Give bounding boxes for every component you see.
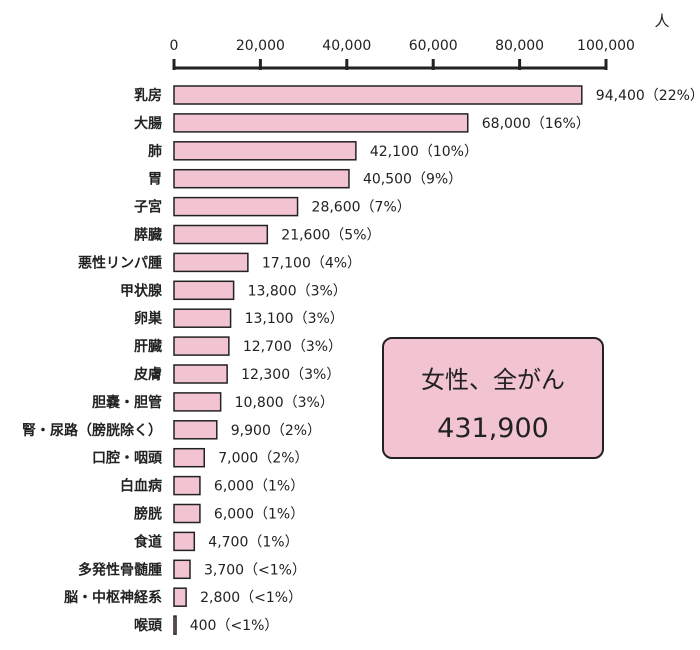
category-label: 白血病 <box>120 478 162 495</box>
unit-label: 人 <box>654 12 669 30</box>
bar <box>173 280 235 301</box>
value-label: 94,400（22%） <box>596 88 700 104</box>
value-label: 28,600（7%） <box>312 200 411 216</box>
category-label: 食道 <box>134 533 162 550</box>
value-label: 68,000（16%） <box>482 116 590 132</box>
x-tick-label: 80,000 <box>495 38 544 54</box>
category-label: 子宮 <box>134 199 162 216</box>
category-label: 胆嚢・胆管 <box>92 394 162 411</box>
bar <box>173 531 196 552</box>
category-label: 卵巣 <box>134 310 163 327</box>
category-label: 乳房 <box>134 87 162 104</box>
bar <box>173 587 187 607</box>
value-label: 3,700（<1%） <box>204 562 306 578</box>
value-label: 9,900（2%） <box>231 423 321 439</box>
bar <box>173 392 222 412</box>
bar <box>173 113 469 133</box>
category-label: 脳・中枢神経系 <box>64 589 162 606</box>
bar <box>173 141 357 161</box>
category-label: 喉頭 <box>134 617 163 634</box>
category-label: 胃 <box>148 172 162 188</box>
bar <box>173 447 205 468</box>
category-label: 大腸 <box>134 115 162 132</box>
bar <box>173 308 232 328</box>
bar <box>173 559 191 580</box>
category-label: 肺 <box>148 144 162 160</box>
category-label: 皮膚 <box>133 366 162 383</box>
bar <box>173 85 583 105</box>
category-label: 多発性骨髄腫 <box>78 561 162 578</box>
value-label: 13,800（3%） <box>248 283 347 299</box>
total-value: 431,900 <box>437 413 549 444</box>
total-summary-box: 女性、全がん 431,900 <box>382 337 604 459</box>
x-tick-label: 0 <box>170 38 179 54</box>
value-label: 400（<1%） <box>190 618 279 634</box>
value-label: 10,800（3%） <box>235 395 334 411</box>
bar <box>173 503 201 524</box>
bar <box>173 336 230 356</box>
category-label: 悪性リンパ腫 <box>78 254 162 271</box>
value-label: 12,300（3%） <box>241 367 340 383</box>
value-label: 6,000（1%） <box>214 479 304 495</box>
category-label: 膀胱 <box>133 506 162 523</box>
value-label: 17,100（4%） <box>262 255 361 271</box>
value-label: 21,600（5%） <box>281 228 380 244</box>
category-label: 膵臓 <box>134 227 162 244</box>
total-title: 女性、全がん <box>421 366 565 394</box>
category-label: 口腔・咽頭 <box>92 450 163 467</box>
bar <box>173 168 350 189</box>
value-label: 2,800（<1%） <box>200 590 302 606</box>
bar <box>173 196 299 217</box>
x-axis: 0 20,000 40,000 60,000 80,000 100,000 <box>170 38 635 70</box>
value-label: 13,100（3%） <box>245 311 344 327</box>
value-label: 7,000（2%） <box>218 451 308 467</box>
bar <box>173 224 269 245</box>
bar <box>173 420 218 440</box>
bar <box>173 252 249 273</box>
category-label: 腎・尿路（膀胱除く） <box>22 422 162 439</box>
x-tick-label: 40,000 <box>322 38 371 54</box>
value-label: 40,500（9%） <box>363 172 462 188</box>
value-label: 4,700（1%） <box>208 534 298 550</box>
x-tick-label: 100,000 <box>577 38 635 54</box>
x-tick-label: 60,000 <box>409 38 458 54</box>
bar <box>173 364 228 384</box>
bar <box>173 475 201 496</box>
x-tick-label: 20,000 <box>236 38 285 54</box>
bar-series: 乳房 94,400（22%） 大腸 68,000（16%） 肺 42,100（10%） 胃 4… <box>22 85 700 635</box>
bar <box>173 615 177 635</box>
category-label: 甲状腺 <box>120 282 163 299</box>
value-label: 6,000（1%） <box>214 507 304 523</box>
value-label: 12,700（3%） <box>243 339 342 355</box>
value-label: 42,100（10%） <box>370 144 478 160</box>
category-label: 肝臓 <box>134 338 162 355</box>
